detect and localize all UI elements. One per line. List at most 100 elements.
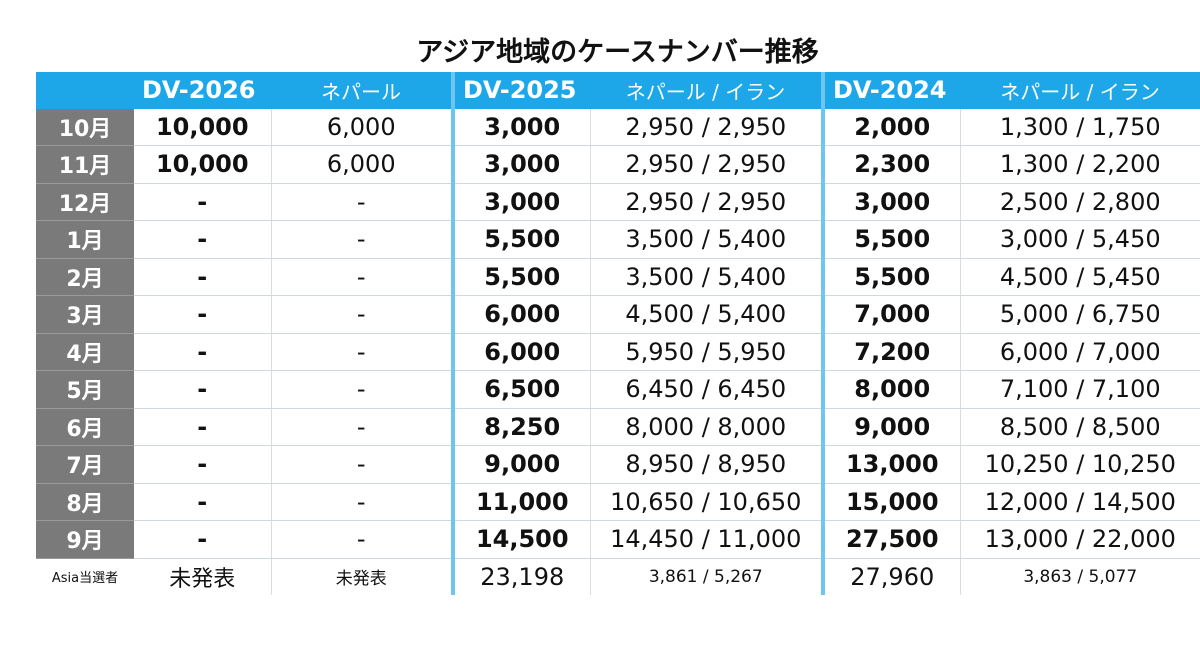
header-dv2024: DV-2024 bbox=[821, 72, 960, 109]
dv2026-nepal-cell: - bbox=[270, 370, 453, 409]
month-cell: 2月 bbox=[36, 258, 134, 296]
header-dv2024-sub: ネパール / イラン bbox=[960, 72, 1200, 109]
dv2024-cell: 15,000 bbox=[821, 483, 960, 521]
dv2024-cell: 7,200 bbox=[821, 333, 960, 371]
dv2024-nepal-iran-cell: 10,250 / 10,250 bbox=[959, 445, 1200, 484]
dv2024-nepal-iran-cell: 7,100 / 7,100 bbox=[959, 370, 1200, 409]
dv2026-cell: - bbox=[134, 520, 271, 559]
footer-dv2025: 23,198 bbox=[451, 558, 590, 595]
dv2026-nepal-cell: - bbox=[270, 333, 453, 371]
dv2026-cell: 10,000 bbox=[134, 108, 271, 146]
dv2024-nepal-iran-cell: 3,000 / 5,450 bbox=[959, 220, 1200, 259]
dv2026-cell: - bbox=[134, 333, 271, 371]
dv2024-cell: 2,000 bbox=[821, 108, 960, 146]
month-cell: 1月 bbox=[36, 220, 134, 259]
dv2026-nepal-cell: 6,000 bbox=[270, 108, 453, 146]
dv2024-cell: 27,500 bbox=[821, 520, 960, 559]
month-cell: 4月 bbox=[36, 333, 134, 371]
month-cell: 11月 bbox=[36, 145, 134, 184]
dv2024-nepal-iran-cell: 2,500 / 2,800 bbox=[959, 183, 1200, 221]
dv2026-cell: - bbox=[134, 370, 271, 409]
footer-dv2024: 27,960 bbox=[821, 558, 960, 595]
dv2024-cell: 13,000 bbox=[821, 445, 960, 484]
dv2024-nepal-iran-cell: 8,500 / 8,500 bbox=[959, 408, 1200, 446]
dv2025-cell: 14,500 bbox=[451, 520, 590, 559]
dv2026-cell: - bbox=[134, 408, 271, 446]
dv2026-cell: - bbox=[134, 183, 271, 221]
table-row: 9月 - -14,500 14,450 / 11,000 27,500 13,000 / … bbox=[36, 520, 1200, 559]
table-row: 10月 10,000 6,000 3,000 2,950 / 2,950 2,000 1,3… bbox=[36, 108, 1200, 146]
dv2025-cell: 3,000 bbox=[451, 108, 590, 146]
dv2025-cell: 3,000 bbox=[451, 145, 590, 184]
dv2026-nepal-cell: - bbox=[270, 183, 453, 221]
month-cell: 9月 bbox=[36, 520, 134, 559]
dv2024-nepal-iran-cell: 4,500 / 5,450 bbox=[959, 258, 1200, 296]
dv2026-nepal-cell: - bbox=[270, 295, 453, 334]
dv2026-nepal-cell: - bbox=[270, 520, 453, 559]
header-dv2025-sub: ネパール / イラン bbox=[590, 72, 823, 109]
header-dv2026-sub: ネパール bbox=[271, 72, 453, 109]
dv2025-nepal-iran-cell: 2,950 / 2,950 bbox=[589, 145, 823, 184]
dv2026-cell: - bbox=[134, 258, 271, 296]
footer-dv2026-np: 未発表 bbox=[270, 558, 453, 595]
month-cell: 5月 bbox=[36, 370, 134, 409]
dv2026-nepal-cell: - bbox=[270, 483, 453, 521]
dv2026-nepal-cell: - bbox=[270, 258, 453, 296]
dv2026-cell: - bbox=[134, 220, 271, 259]
footer-label: Asia当選者 bbox=[51, 571, 119, 586]
month-cell: 7月 bbox=[36, 445, 134, 484]
dv2026-cell: - bbox=[134, 295, 271, 334]
dv2024-nepal-iran-cell: 13,000 / 22,000 bbox=[959, 520, 1200, 559]
dv2025-cell: 5,500 bbox=[451, 258, 590, 296]
dv2025-nepal-iran-cell: 10,650 / 10,650 bbox=[589, 483, 823, 521]
dv2024-nepal-iran-cell: 6,000 / 7,000 bbox=[959, 333, 1200, 371]
dv2025-cell: 8,250 bbox=[451, 408, 590, 446]
table-row: 4月 - -6,000 5,950 / 5,950 7,200 6,000 / 7,000 bbox=[36, 333, 1200, 371]
dv2024-cell: 5,500 bbox=[821, 258, 960, 296]
dv2024-cell: 3,000 bbox=[821, 183, 960, 221]
dv2025-nepal-iran-cell: 5,950 / 5,950 bbox=[589, 333, 823, 371]
table-row: 6月 - -8,250 8,000 / 8,000 9,000 8,500 / 8,500 bbox=[36, 408, 1200, 446]
dv2025-cell: 6,500 bbox=[451, 370, 590, 409]
dv2025-cell: 3,000 bbox=[451, 183, 590, 221]
footer-row: Asia当選者 未発表 未発表 23,198 3,861 / 5,267 27,… bbox=[36, 558, 1200, 595]
table-row: 7月 - -9,000 8,950 / 8,950 13,000 10,250 / 10,… bbox=[36, 445, 1200, 484]
footer-dv2025-np-ir: 3,861 / 5,267 bbox=[589, 558, 823, 595]
dv2024-cell: 2,300 bbox=[821, 145, 960, 184]
table-row: 1月 - -5,500 3,500 / 5,400 5,500 3,000 / 5,450 bbox=[36, 220, 1200, 259]
dv2024-cell: 5,500 bbox=[821, 220, 960, 259]
dv2025-nepal-iran-cell: 8,000 / 8,000 bbox=[589, 408, 823, 446]
table-row: 5月 - -6,500 6,450 / 6,450 8,000 7,100 / 7,100 bbox=[36, 370, 1200, 409]
dv2025-nepal-iran-cell: 8,950 / 8,950 bbox=[589, 445, 823, 484]
month-cell: 3月 bbox=[36, 295, 134, 334]
header-row: DV-2026 ネパール DV-2025 ネパール / イラン DV-2024 … bbox=[36, 72, 1200, 109]
table-row: 2月 - -5,500 3,500 / 5,400 5,500 4,500 / 5,450 bbox=[36, 258, 1200, 296]
dv2024-cell: 8,000 bbox=[821, 370, 960, 409]
table-row: 11月 10,000 6,000 3,000 2,950 / 2,950 2,300 1,3… bbox=[36, 145, 1200, 184]
dv2025-nepal-iran-cell: 3,500 / 5,400 bbox=[589, 258, 823, 296]
dv2024-nepal-iran-cell: 1,300 / 1,750 bbox=[959, 108, 1200, 146]
dv2025-cell: 5,500 bbox=[451, 220, 590, 259]
month-cell: 6月 bbox=[36, 408, 134, 446]
footer-dv2026: 未発表 bbox=[169, 566, 236, 592]
footer-dv2024-np-ir: 3,863 / 5,077 bbox=[959, 558, 1200, 595]
table-row: 8月 - -11,000 10,650 / 10,650 15,000 12,000 / … bbox=[36, 483, 1200, 521]
dv2025-nepal-iran-cell: 6,450 / 6,450 bbox=[589, 370, 823, 409]
dv2025-cell: 11,000 bbox=[451, 483, 590, 521]
table-row: 3月 - -6,000 4,500 / 5,400 7,000 5,000 / 6,750 bbox=[36, 295, 1200, 334]
dv2026-nepal-cell: - bbox=[270, 445, 453, 484]
dv2026-nepal-cell: - bbox=[270, 408, 453, 446]
case-number-table: DV-2026 ネパール DV-2025 ネパール / イラン DV-2024 … bbox=[36, 72, 1200, 595]
month-cell: 10月 bbox=[36, 108, 134, 146]
dv2025-nepal-iran-cell: 14,450 / 11,000 bbox=[589, 520, 823, 559]
dv2026-nepal-cell: 6,000 bbox=[270, 145, 453, 184]
dv2026-cell: - bbox=[134, 483, 271, 521]
dv2025-cell: 9,000 bbox=[451, 445, 590, 484]
dv2024-cell: 7,000 bbox=[821, 295, 960, 334]
dv2025-cell: 6,000 bbox=[451, 295, 590, 334]
dv2025-cell: 6,000 bbox=[451, 333, 590, 371]
dv2024-nepal-iran-cell: 5,000 / 6,750 bbox=[959, 295, 1200, 334]
header-dv2026: DV-2026 bbox=[134, 72, 271, 109]
dv2024-nepal-iran-cell: 12,000 / 14,500 bbox=[959, 483, 1200, 521]
month-cell: 8月 bbox=[36, 483, 134, 521]
